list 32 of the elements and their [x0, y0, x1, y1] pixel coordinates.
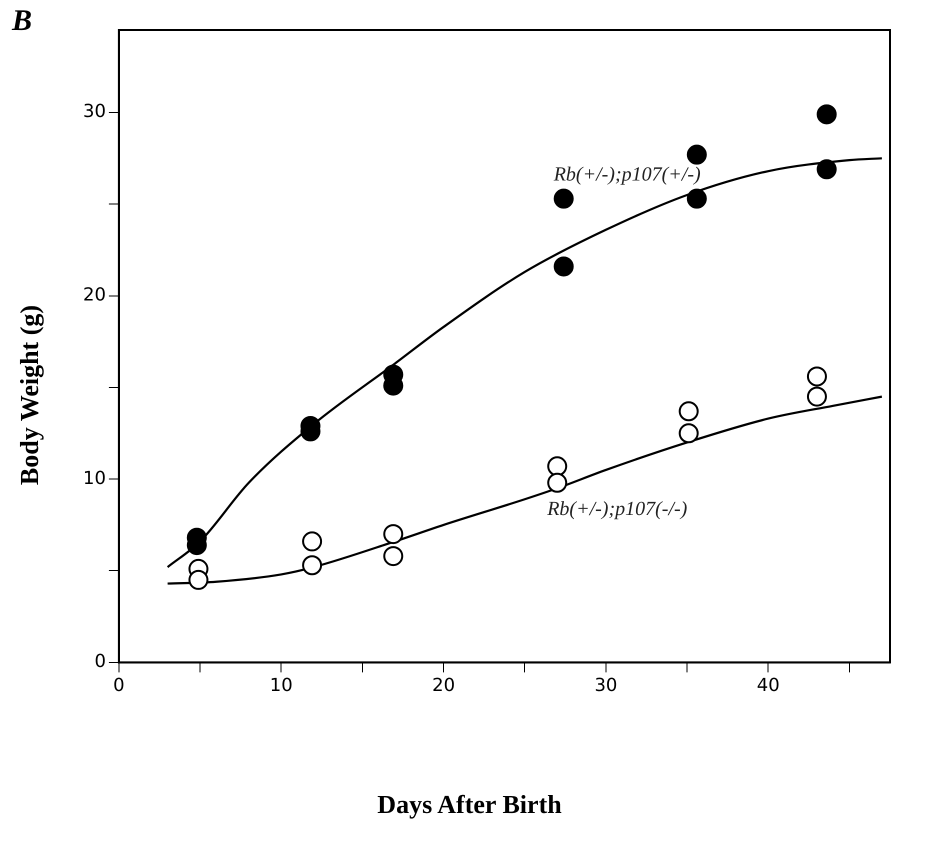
point [806, 386, 827, 407]
point [547, 456, 568, 476]
y-tick-label: 0 [94, 651, 106, 672]
y-tick-label: 30 [83, 101, 106, 122]
point [302, 531, 322, 552]
point [383, 524, 404, 544]
point [554, 188, 574, 209]
x-tick-label: 0 [113, 674, 125, 696]
point [678, 401, 699, 422]
point [554, 256, 574, 276]
x-axis-title: Days After Birth [376, 790, 563, 820]
y-tick-label: 20 [83, 284, 106, 306]
chart-title: B [12, 4, 32, 38]
x-tick-label: 10 [270, 674, 293, 696]
point [678, 423, 699, 444]
point [686, 188, 707, 209]
point [383, 546, 404, 566]
y-tick-label: 10 [83, 468, 106, 489]
y-axis-title: Body Weight (g) [15, 304, 45, 488]
point [686, 144, 707, 165]
point [547, 472, 568, 493]
x-tick-label: 30 [594, 674, 618, 696]
series-label: Rb(+/-);p107(+/-) [552, 164, 701, 186]
point [188, 570, 208, 590]
series-label: Rb(+/-);p107(-/-) [546, 498, 688, 520]
line-series [166, 157, 883, 568]
point [806, 366, 827, 386]
x-tick-label: 20 [432, 674, 456, 696]
point [816, 104, 837, 124]
point [816, 159, 837, 180]
x-tick-label: 40 [756, 674, 780, 696]
point [302, 555, 322, 576]
